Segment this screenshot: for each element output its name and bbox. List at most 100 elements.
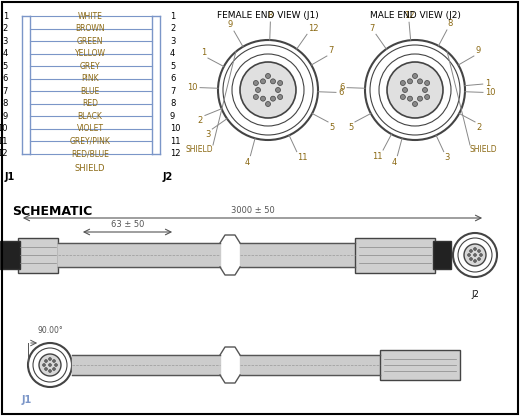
Circle shape xyxy=(45,367,47,371)
FancyBboxPatch shape xyxy=(0,241,20,269)
Text: 2: 2 xyxy=(3,24,8,33)
Text: 4: 4 xyxy=(3,49,8,58)
Circle shape xyxy=(261,79,266,84)
Text: 12: 12 xyxy=(170,149,180,158)
Circle shape xyxy=(270,79,276,84)
Text: 11: 11 xyxy=(170,137,180,146)
Text: 8: 8 xyxy=(448,19,453,28)
Circle shape xyxy=(39,354,61,376)
Text: 8: 8 xyxy=(170,99,175,108)
Circle shape xyxy=(418,79,422,84)
Text: J1: J1 xyxy=(5,172,15,182)
Text: J2: J2 xyxy=(471,290,479,299)
Circle shape xyxy=(425,94,430,99)
Text: 4: 4 xyxy=(170,49,175,58)
Circle shape xyxy=(261,96,266,101)
Text: 1: 1 xyxy=(485,79,490,88)
Circle shape xyxy=(477,250,480,253)
FancyBboxPatch shape xyxy=(380,350,460,380)
Text: BLUE: BLUE xyxy=(81,87,100,96)
Text: 6: 6 xyxy=(170,74,175,83)
Text: BROWN: BROWN xyxy=(75,24,105,33)
Circle shape xyxy=(53,359,56,362)
Text: 4: 4 xyxy=(244,158,250,167)
Text: 2: 2 xyxy=(198,116,203,125)
Circle shape xyxy=(479,253,483,257)
Text: 12: 12 xyxy=(404,11,414,20)
Circle shape xyxy=(408,96,412,101)
Text: 6: 6 xyxy=(338,88,343,97)
Circle shape xyxy=(412,74,418,79)
Circle shape xyxy=(422,87,427,92)
Text: 3: 3 xyxy=(205,130,211,139)
Text: 10: 10 xyxy=(170,124,180,133)
Text: 1: 1 xyxy=(170,12,175,21)
Text: 5: 5 xyxy=(348,123,353,132)
Text: 7: 7 xyxy=(329,46,334,55)
Text: 9: 9 xyxy=(170,112,175,121)
Text: 6: 6 xyxy=(340,83,345,92)
Circle shape xyxy=(400,94,406,99)
Circle shape xyxy=(425,81,430,86)
Text: 2: 2 xyxy=(170,24,175,33)
Text: 9: 9 xyxy=(476,46,481,55)
Text: 5: 5 xyxy=(170,62,175,71)
Text: 3000 ± 50: 3000 ± 50 xyxy=(231,206,275,215)
FancyBboxPatch shape xyxy=(18,238,58,273)
Circle shape xyxy=(253,81,258,86)
Circle shape xyxy=(474,260,476,262)
Circle shape xyxy=(474,253,476,257)
Circle shape xyxy=(278,94,283,99)
Text: 90.00°: 90.00° xyxy=(38,326,64,335)
Text: VIOLET: VIOLET xyxy=(76,124,103,133)
Circle shape xyxy=(253,94,258,99)
Circle shape xyxy=(467,253,471,257)
Circle shape xyxy=(408,79,412,84)
Circle shape xyxy=(400,81,406,86)
Circle shape xyxy=(45,359,47,362)
Text: 3: 3 xyxy=(445,154,450,162)
Text: 11: 11 xyxy=(297,154,308,162)
Circle shape xyxy=(474,248,476,250)
Text: 3: 3 xyxy=(3,37,8,46)
Circle shape xyxy=(470,250,473,253)
Circle shape xyxy=(48,357,51,361)
Circle shape xyxy=(412,102,418,106)
Circle shape xyxy=(464,244,486,266)
Circle shape xyxy=(240,62,296,118)
Circle shape xyxy=(387,62,443,118)
Circle shape xyxy=(278,81,283,86)
Circle shape xyxy=(266,102,270,106)
Text: RED/BLUE: RED/BLUE xyxy=(71,149,109,158)
Text: 7: 7 xyxy=(3,87,8,96)
Text: 5: 5 xyxy=(3,62,8,71)
Text: 10: 10 xyxy=(485,88,496,97)
Circle shape xyxy=(53,367,56,371)
Text: BLACK: BLACK xyxy=(77,112,102,121)
Text: SHIELD: SHIELD xyxy=(185,145,213,154)
Text: 10: 10 xyxy=(188,83,198,92)
Text: GREY/PINK: GREY/PINK xyxy=(70,137,110,146)
Text: 10: 10 xyxy=(0,124,8,133)
Text: 1: 1 xyxy=(3,12,8,21)
FancyBboxPatch shape xyxy=(355,238,435,273)
Text: 12: 12 xyxy=(0,149,8,158)
Text: GREY: GREY xyxy=(80,62,100,71)
Circle shape xyxy=(255,87,261,92)
Text: YELLOW: YELLOW xyxy=(74,49,106,58)
Text: J1: J1 xyxy=(22,395,32,405)
Circle shape xyxy=(477,258,480,260)
Text: 11: 11 xyxy=(372,152,382,161)
Circle shape xyxy=(418,96,422,101)
Text: PINK: PINK xyxy=(81,74,99,83)
Circle shape xyxy=(270,96,276,101)
Text: SHIELD: SHIELD xyxy=(75,164,105,173)
Text: FEMALE END VIEW (J1): FEMALE END VIEW (J1) xyxy=(217,11,319,20)
Text: GREEN: GREEN xyxy=(77,37,103,46)
Text: SCHEMATIC: SCHEMATIC xyxy=(12,205,92,218)
Circle shape xyxy=(55,364,58,366)
Text: J2: J2 xyxy=(163,172,173,182)
Text: 4: 4 xyxy=(392,158,397,167)
Text: SHIELD: SHIELD xyxy=(470,145,498,154)
Text: 7: 7 xyxy=(170,87,175,96)
